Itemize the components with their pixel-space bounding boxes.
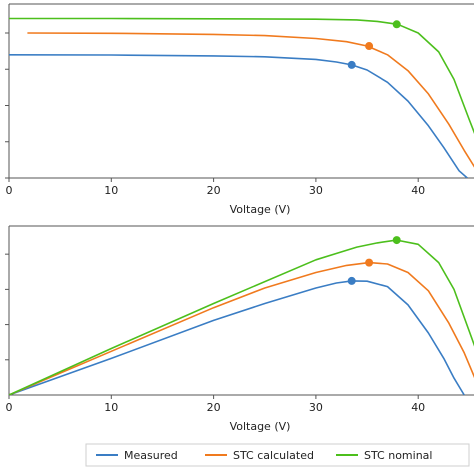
mpp-point-stc-calculated [365, 258, 374, 267]
series-measured [9, 54, 468, 178]
series-line-measured [9, 280, 465, 395]
series-measured [9, 276, 465, 395]
x-tick-label: 20 [207, 401, 221, 414]
series-line-stc-nominal [9, 17, 474, 134]
series-stc-calculated [27, 32, 474, 168]
legend-label-measured: Measured [124, 449, 178, 462]
mpp-point-measured [347, 60, 356, 69]
x-tick-label: 10 [104, 184, 118, 197]
x-tick-label: 10 [104, 401, 118, 414]
series-line-measured [9, 54, 468, 178]
mpp-point-stc-nominal [392, 20, 401, 29]
series-line-stc-nominal [9, 239, 474, 395]
x-tick-label: 40 [411, 401, 425, 414]
x-axis-label: Voltage (V) [230, 420, 291, 433]
mpp-point-measured [347, 276, 356, 285]
x-tick-label: 30 [309, 401, 323, 414]
series-stc-nominal [9, 17, 474, 134]
series-stc-calculated [9, 258, 474, 395]
legend-label-stc-calculated: STC calculated [233, 449, 314, 462]
legend-box [85, 443, 470, 467]
mpp-point-stc-calculated [365, 42, 374, 51]
x-tick-label: 20 [207, 184, 221, 197]
x-tick-label: 40 [411, 184, 425, 197]
iv-curve-panel: 0 10 20 30 40 Voltage (V) [5, 3, 474, 216]
series-stc-nominal [9, 236, 474, 395]
x-tick-label: 30 [309, 184, 323, 197]
x-tick-label: 0 [6, 184, 13, 197]
mpp-point-stc-nominal [392, 236, 401, 245]
series-line-stc-calculated [9, 261, 474, 395]
legend-label-stc-nominal: STC nominal [364, 449, 432, 462]
pv-curve-panel: 0 10 20 30 40 Voltage (V) [5, 225, 474, 433]
x-tick-label: 0 [6, 401, 13, 414]
x-axis-label: Voltage (V) [230, 203, 291, 216]
legend: Measured STC calculated STC nominal [85, 443, 470, 467]
